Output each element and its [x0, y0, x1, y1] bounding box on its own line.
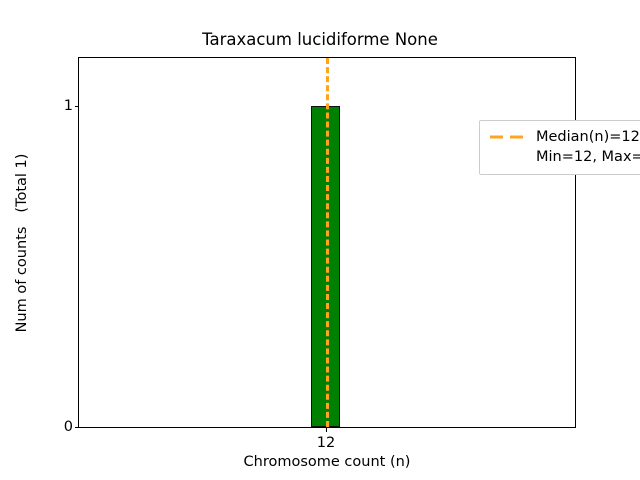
ytick-mark-0: [74, 427, 79, 428]
x-axis-label: Chromosome count (n): [243, 454, 411, 470]
median-line: [326, 58, 329, 427]
legend-dashed-line-icon: [488, 130, 528, 144]
ytick-label-1: 1: [63, 97, 73, 114]
legend-item-median: Median(n)=12.0: [488, 127, 640, 147]
xtick-mark-12: [326, 427, 327, 432]
xtick-label-12: 12: [316, 435, 336, 451]
ytick-label-0: 0: [63, 418, 73, 435]
ytick-mark-1: [74, 106, 79, 108]
bar-series: [79, 58, 575, 427]
histogram-bar: [311, 106, 341, 427]
y-axis-label-wrap: Num of counts (Total 1): [0, 57, 44, 428]
legend: Median(n)=12.0 Min=12, Max=12: [479, 120, 640, 175]
y-axis-label-total: (Total 1): [14, 153, 30, 213]
y-axis-label: Num of counts (Total 1): [13, 153, 31, 332]
legend-label-minmax: Min=12, Max=12: [536, 149, 640, 165]
legend-label-median: Median(n)=12.0: [536, 129, 640, 145]
legend-item-minmax: Min=12, Max=12: [488, 147, 640, 167]
plot-area: 0 1 12 Median(n)=12.0 Min=12, Max=12: [64, 57, 640, 451]
y-axis-label-main: Num of counts: [14, 226, 30, 332]
legend-blank-sample: [488, 150, 528, 164]
chart-title: Taraxacum lucidiforme None: [202, 30, 438, 49]
plot-inner: [79, 58, 575, 427]
